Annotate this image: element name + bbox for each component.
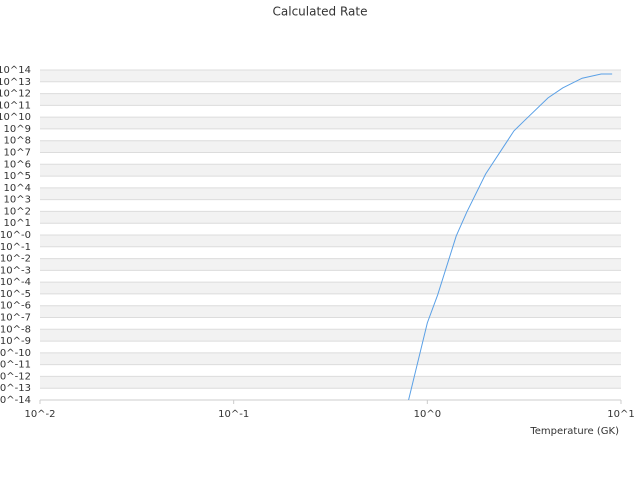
x-tick-label: 10^0 <box>414 409 441 420</box>
y-tick-label: 10^-9 <box>0 336 31 347</box>
grid-band <box>40 282 621 294</box>
x-tick-label: 10^-2 <box>24 409 55 420</box>
y-tick-label: 10^-5 <box>0 289 31 300</box>
y-tick-label: 10^9 <box>4 124 31 135</box>
y-tick-label: 10^-6 <box>0 301 31 312</box>
grid-band <box>40 258 621 271</box>
y-tick-label: 10^10 <box>0 112 31 123</box>
y-tick-label: 10^-7 <box>0 313 31 324</box>
y-tick-label: 10^-13 <box>0 383 31 394</box>
grid-band <box>40 93 621 106</box>
y-tick-label: 10^-0 <box>0 230 31 241</box>
x-axis-label: Temperature (GK) <box>529 426 619 437</box>
x-tick-label: 10^1 <box>607 409 634 420</box>
grid-band <box>40 235 621 247</box>
y-tick-label: 10^1 <box>4 218 31 229</box>
y-tick-label: 10^6 <box>4 159 31 170</box>
y-tick-label: 10^12 <box>0 89 31 100</box>
grid-band <box>40 70 621 82</box>
y-tick-label: 10^5 <box>4 171 31 182</box>
y-tick-label: 10^14 <box>0 65 31 76</box>
chart-title: Calculated Rate <box>273 5 368 19</box>
y-tick-label: 10^-12 <box>0 371 31 382</box>
y-tick-label: 10^3 <box>4 195 31 206</box>
y-tick-label: 10^-14 <box>0 395 31 406</box>
y-tick-label: 10^-1 <box>0 242 31 253</box>
x-tick-label: 10^-1 <box>218 409 249 420</box>
grid-band <box>40 305 621 318</box>
grid-band <box>40 164 621 177</box>
grid-band <box>40 352 621 365</box>
y-tick-label: 10^11 <box>0 100 31 111</box>
y-tick-label: 10^-4 <box>0 277 31 288</box>
grid-band <box>40 117 621 129</box>
grid-band <box>40 140 621 153</box>
grid-band <box>40 376 621 389</box>
data-line <box>408 73 613 400</box>
y-tick-label: 10^4 <box>4 183 31 194</box>
grid-band <box>40 211 621 224</box>
y-tick-label: 10^8 <box>4 136 31 147</box>
grid-band <box>40 329 621 342</box>
y-tick-label: 10^7 <box>4 148 31 159</box>
y-tick-label: 10^-2 <box>0 254 31 265</box>
y-tick-label: 10^-11 <box>0 360 31 371</box>
grid-band <box>40 187 621 200</box>
y-tick-label: 10^2 <box>4 206 31 217</box>
y-tick-label: 10^-3 <box>0 265 31 276</box>
y-tick-label: 10^13 <box>0 77 31 88</box>
y-tick-label: 10^-8 <box>0 324 31 335</box>
y-tick-label: 10^-10 <box>0 348 31 359</box>
